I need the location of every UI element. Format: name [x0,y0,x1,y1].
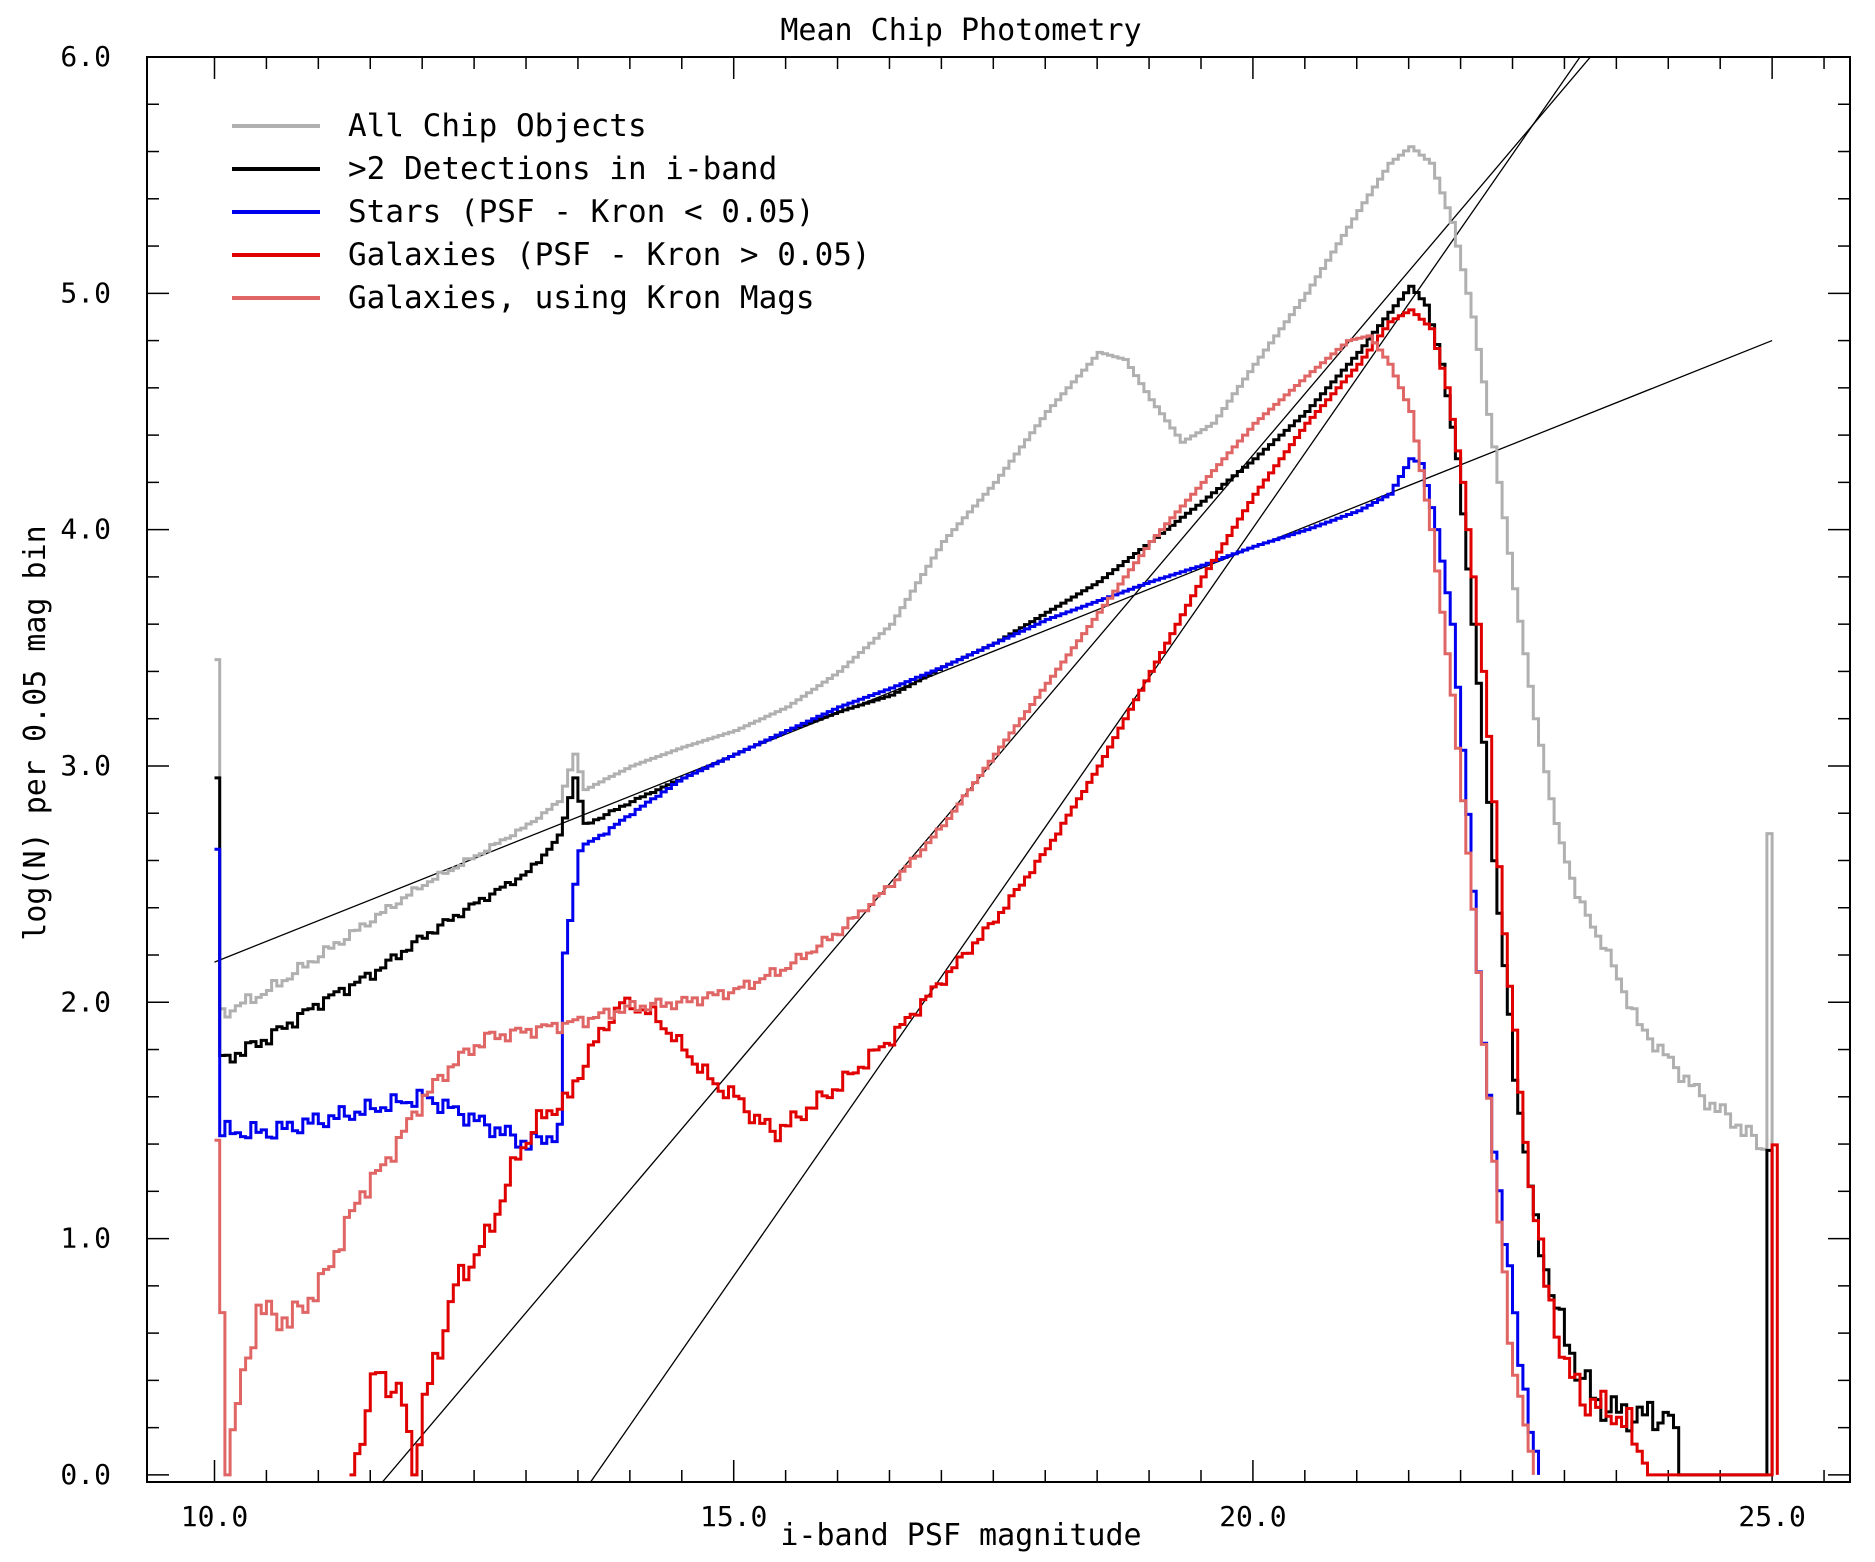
legend-label: Stars (PSF - Kron < 0.05) [348,194,815,230]
x-axis-label: i-band PSF magnitude [780,1518,1141,1553]
y-tick-label: 4.0 [60,513,111,546]
y-tick-label: 6.0 [60,40,111,73]
legend-label: Galaxies, using Kron Mags [348,280,815,316]
plot-frame [146,56,1851,1483]
y-tick-label: 1.0 [60,1222,111,1255]
series-layer [214,145,1779,1477]
y-tick-label: 3.0 [60,749,111,782]
series-line-1 [214,145,1774,1151]
series-line-5 [214,334,1535,1477]
x-tick-label: 15.0 [700,1500,767,1533]
series-line-3 [214,457,1540,1475]
y-tick-label: 2.0 [60,985,111,1018]
x-tick-label: 20.0 [1219,1500,1286,1533]
legend-label: >2 Detections in i-band [348,151,777,187]
series-line-2 [214,284,1774,1477]
x-tick-label: 25.0 [1738,1500,1805,1533]
fit-line-2 [382,58,1591,1481]
y-axis-label: log(N) per 0.05 mag bin [18,525,53,940]
legend-label: Galaxies (PSF - Kron > 0.05) [348,237,871,273]
legend-label: All Chip Objects [348,108,647,144]
x-tick-label: 10.0 [181,1500,248,1533]
series-line-4 [349,308,1779,1477]
chart-title: Mean Chip Photometry [780,13,1141,48]
legend: All Chip Objects >2 Detections in i-band S… [232,108,871,316]
fit-line-1 [214,339,1773,963]
y-tick-label: 0.0 [60,1458,111,1491]
axis-ticks: 10.0 15.0 20.0 25.0 0.0 1.0 2.0 3.0 4.0 5.0 6.0 [60,40,1850,1533]
y-tick-label: 5.0 [60,276,111,309]
